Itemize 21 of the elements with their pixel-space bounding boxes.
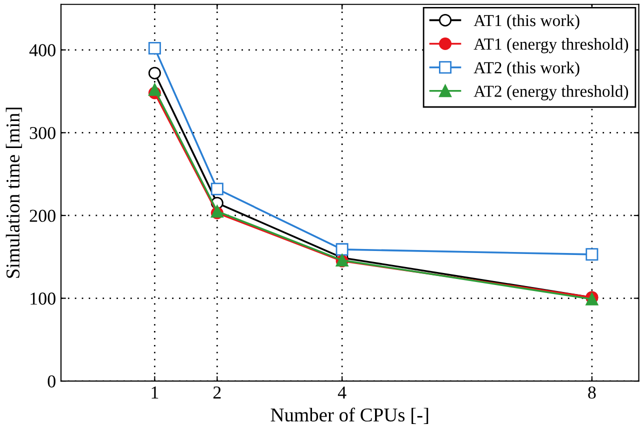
point <box>210 182 224 196</box>
point <box>148 42 161 55</box>
x-axis-title: Number of CPUs [-] <box>270 408 428 424</box>
y-tick-label: 400 <box>29 44 56 56</box>
point <box>148 66 161 80</box>
y-tick-label: 200 <box>30 210 56 222</box>
point <box>336 243 348 256</box>
x-tick-label: 2 <box>213 386 221 398</box>
legend-label: AT2 (this work) <box>474 62 580 77</box>
y-tick-label: 300 <box>30 126 56 140</box>
x-tick-label: 4 <box>338 386 346 398</box>
point <box>586 248 598 261</box>
x-tick-label: 8 <box>588 386 596 399</box>
legend-label: AT1 (energy threshold) <box>474 38 628 54</box>
y-axis-title: Simulation time [min] <box>6 108 22 278</box>
legend-label: AT1 (this work) <box>474 14 580 30</box>
y-tick-label: 0 <box>48 375 56 388</box>
point <box>148 83 161 96</box>
legend-label: AT2 (energy threshold) <box>474 85 628 100</box>
x-tick-label: 1 <box>152 386 158 398</box>
y-tick-label: 100 <box>30 292 56 305</box>
